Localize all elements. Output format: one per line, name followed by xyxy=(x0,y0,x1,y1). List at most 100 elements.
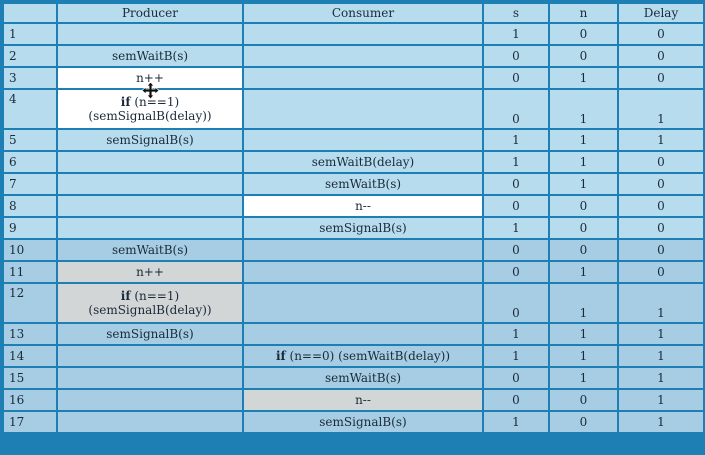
s-value: 1 xyxy=(484,24,548,44)
n-value: 0 xyxy=(550,412,617,432)
consumer-cell: n-- xyxy=(244,196,482,216)
s-value: 1 xyxy=(484,324,548,344)
header-consumer: Consumer xyxy=(244,4,482,22)
n-value: 1 xyxy=(550,346,617,366)
producer-cell: if (n==1) (semSignalB(delay)) xyxy=(58,284,242,322)
consumer-cell: semWaitB(s) xyxy=(244,174,482,194)
producer-cell: semWaitB(s) xyxy=(58,240,242,260)
producer-cell xyxy=(58,174,242,194)
step-number: 8 xyxy=(4,196,56,216)
producer-cell xyxy=(58,218,242,238)
n-value: 0 xyxy=(550,390,617,410)
s-value: 0 xyxy=(484,390,548,410)
table-row: 5 semSignalB(s) 1 1 1 xyxy=(4,130,703,150)
delay-value: 0 xyxy=(619,196,703,216)
s-value: 0 xyxy=(484,174,548,194)
producer-condition: (n==1) xyxy=(130,289,180,303)
step-number: 2 xyxy=(4,46,56,66)
step-number: 17 xyxy=(4,412,56,432)
s-value: 1 xyxy=(484,130,548,150)
producer-cell xyxy=(58,368,242,388)
step-number: 7 xyxy=(4,174,56,194)
s-value: 0 xyxy=(484,46,548,66)
delay-value: 0 xyxy=(619,152,703,172)
consumer-cell: semWaitB(s) xyxy=(244,368,482,388)
consumer-cell xyxy=(244,130,482,150)
consumer-cell xyxy=(244,284,482,322)
if-keyword: if xyxy=(120,289,131,303)
header-step xyxy=(4,4,56,22)
step-number: 9 xyxy=(4,218,56,238)
consumer-cell xyxy=(244,46,482,66)
producer-action: (semSignalB(delay)) xyxy=(88,303,212,317)
step-number: 14 xyxy=(4,346,56,366)
table-row: 13 semSignalB(s) 1 1 1 xyxy=(4,324,703,344)
table-row: 2 semWaitB(s) 0 0 0 xyxy=(4,46,703,66)
s-value: 1 xyxy=(484,152,548,172)
delay-value: 0 xyxy=(619,68,703,88)
s-value: 0 xyxy=(484,68,548,88)
consumer-cell xyxy=(244,324,482,344)
consumer-cell xyxy=(244,240,482,260)
n-value: 1 xyxy=(550,368,617,388)
delay-value: 1 xyxy=(619,130,703,150)
table-row: 3 n++ 0 1 0 xyxy=(4,68,703,88)
header-delay: Delay xyxy=(619,4,703,22)
producer-cell xyxy=(58,412,242,432)
s-value: 0 xyxy=(484,284,548,322)
n-value: 1 xyxy=(550,90,617,128)
n-value: 1 xyxy=(550,284,617,322)
s-value: 1 xyxy=(484,218,548,238)
delay-value: 1 xyxy=(619,346,703,366)
s-value: 0 xyxy=(484,196,548,216)
step-number: 3 xyxy=(4,68,56,88)
n-value: 0 xyxy=(550,218,617,238)
consumer-cell xyxy=(244,24,482,44)
move-cursor-icon xyxy=(142,82,159,99)
delay-value: 0 xyxy=(619,218,703,238)
consumer-cell: if (n==0) (semWaitB(delay)) xyxy=(244,346,482,366)
table-row: 15 semWaitB(s) 0 1 1 xyxy=(4,368,703,388)
producer-cell: semWaitB(s) xyxy=(58,46,242,66)
table-row: 11 n++ 0 1 0 xyxy=(4,262,703,282)
producer-cell xyxy=(58,24,242,44)
step-number: 11 xyxy=(4,262,56,282)
delay-value: 0 xyxy=(619,24,703,44)
table-row: 17 semSignalB(s) 1 0 1 xyxy=(4,412,703,432)
step-number: 6 xyxy=(4,152,56,172)
table-row: 9 semSignalB(s) 1 0 0 xyxy=(4,218,703,238)
delay-value: 1 xyxy=(619,390,703,410)
step-number: 13 xyxy=(4,324,56,344)
s-value: 1 xyxy=(484,412,548,432)
consumer-cell xyxy=(244,262,482,282)
s-value: 0 xyxy=(484,262,548,282)
producer-cell: semSignalB(s) xyxy=(58,324,242,344)
step-number: 16 xyxy=(4,390,56,410)
n-value: 1 xyxy=(550,152,617,172)
n-value: 1 xyxy=(550,324,617,344)
producer-cell xyxy=(58,346,242,366)
n-value: 0 xyxy=(550,24,617,44)
producer-action: (semSignalB(delay)) xyxy=(88,109,212,123)
consumer-cell xyxy=(244,90,482,128)
delay-value: 0 xyxy=(619,46,703,66)
consumer-cell: n-- xyxy=(244,390,482,410)
delay-value: 1 xyxy=(619,284,703,322)
s-value: 0 xyxy=(484,90,548,128)
producer-cell xyxy=(58,390,242,410)
delay-value: 1 xyxy=(619,412,703,432)
consumer-cell: semWaitB(delay) xyxy=(244,152,482,172)
table-row: 10 semWaitB(s) 0 0 0 xyxy=(4,240,703,260)
s-value: 0 xyxy=(484,240,548,260)
step-number: 5 xyxy=(4,130,56,150)
n-value: 0 xyxy=(550,240,617,260)
n-value: 0 xyxy=(550,46,617,66)
table-row: 12 if (n==1) (semSignalB(delay)) 0 1 1 xyxy=(4,284,703,322)
header-n: n xyxy=(550,4,617,22)
step-number: 4 xyxy=(4,90,56,128)
header-s: s xyxy=(484,4,548,22)
table-row: 6 semWaitB(delay) 1 1 0 xyxy=(4,152,703,172)
n-value: 1 xyxy=(550,262,617,282)
table-row: 4 if (n==1) (semSignalB(delay)) 0 1 1 xyxy=(4,90,703,128)
